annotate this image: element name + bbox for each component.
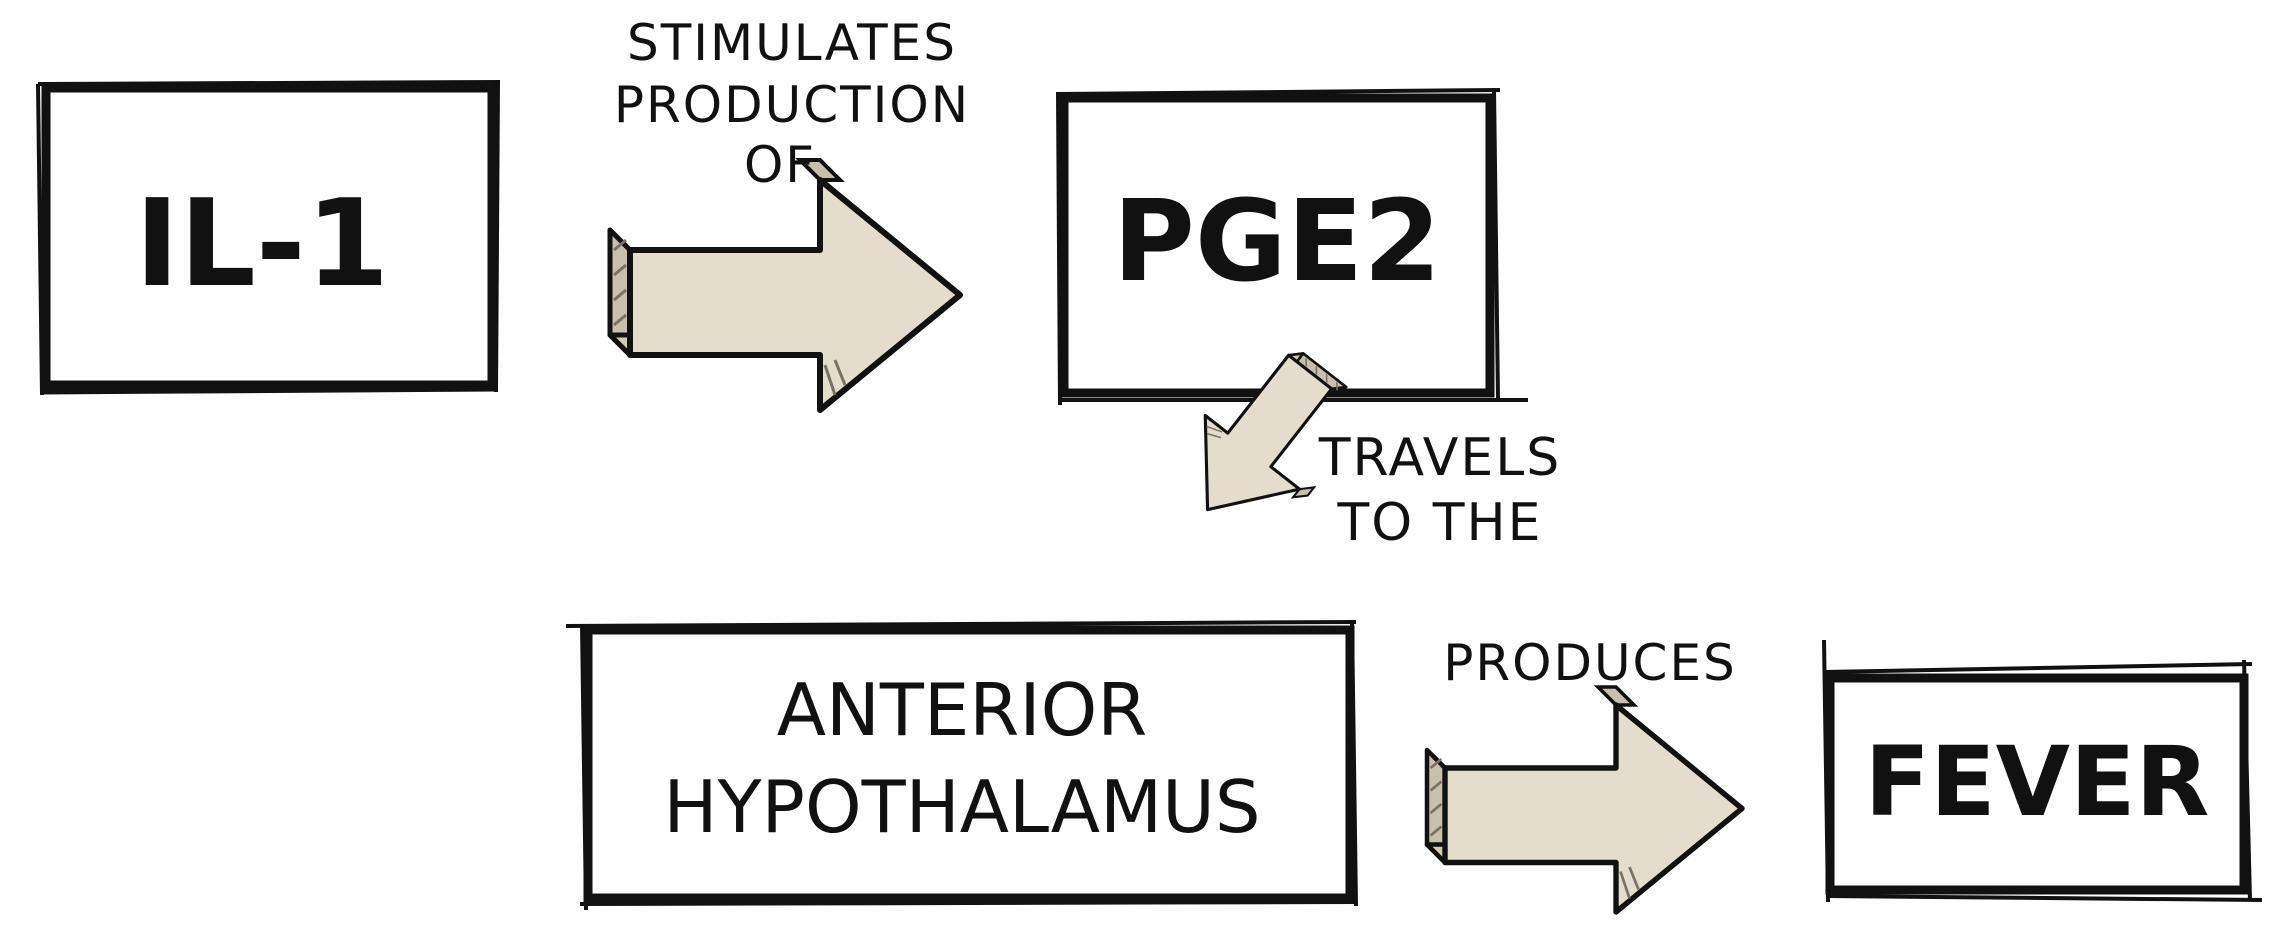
arrow-il1-to-pge2-shape xyxy=(610,160,960,410)
node-il1-label: IL-1 xyxy=(135,175,389,314)
edge-il1-pge2-line1: STIMULATES xyxy=(627,14,957,72)
edge-pge2-hypo-line1: TRAVELS xyxy=(1318,428,1561,488)
node-il1-border xyxy=(41,83,497,390)
edge-il1-pge2-line2: PRODUCTION xyxy=(614,76,970,134)
node-pge2-border xyxy=(1059,93,1495,398)
edge-il1-pge2-line3: OF xyxy=(744,136,816,194)
node-il1: IL-1 xyxy=(36,79,501,396)
arrow-pge2-to-hypothalamus: TRAVELS TO THE xyxy=(1158,327,1561,555)
node-hypothalamus-line2: HYPOTHALAMUS xyxy=(663,765,1260,849)
arrow-hypothalamus-to-fever: PRODUCES xyxy=(1427,634,1742,912)
node-hypothalamus-line1: ANTERIOR xyxy=(777,668,1148,752)
node-fever-label: FEVER xyxy=(1865,726,2210,838)
arrow-il1-to-pge2: STIMULATES PRODUCTION OF xyxy=(610,14,970,410)
node-fever-border xyxy=(1825,673,2249,895)
edge-pge2-hypo-line2: TO THE xyxy=(1337,493,1543,553)
arrow-hypothalamus-to-fever-shape xyxy=(1427,687,1742,912)
node-hypothalamus: ANTERIOR HYPOTHALAMUS xyxy=(565,619,1358,911)
node-pge2: PGE2 xyxy=(1056,87,1528,406)
node-pge2-label: PGE2 xyxy=(1113,177,1441,307)
node-hypothalamus-border xyxy=(583,625,1355,903)
edge-hypo-fever-label: PRODUCES xyxy=(1443,634,1737,692)
node-fever: FEVER xyxy=(1822,639,2263,903)
